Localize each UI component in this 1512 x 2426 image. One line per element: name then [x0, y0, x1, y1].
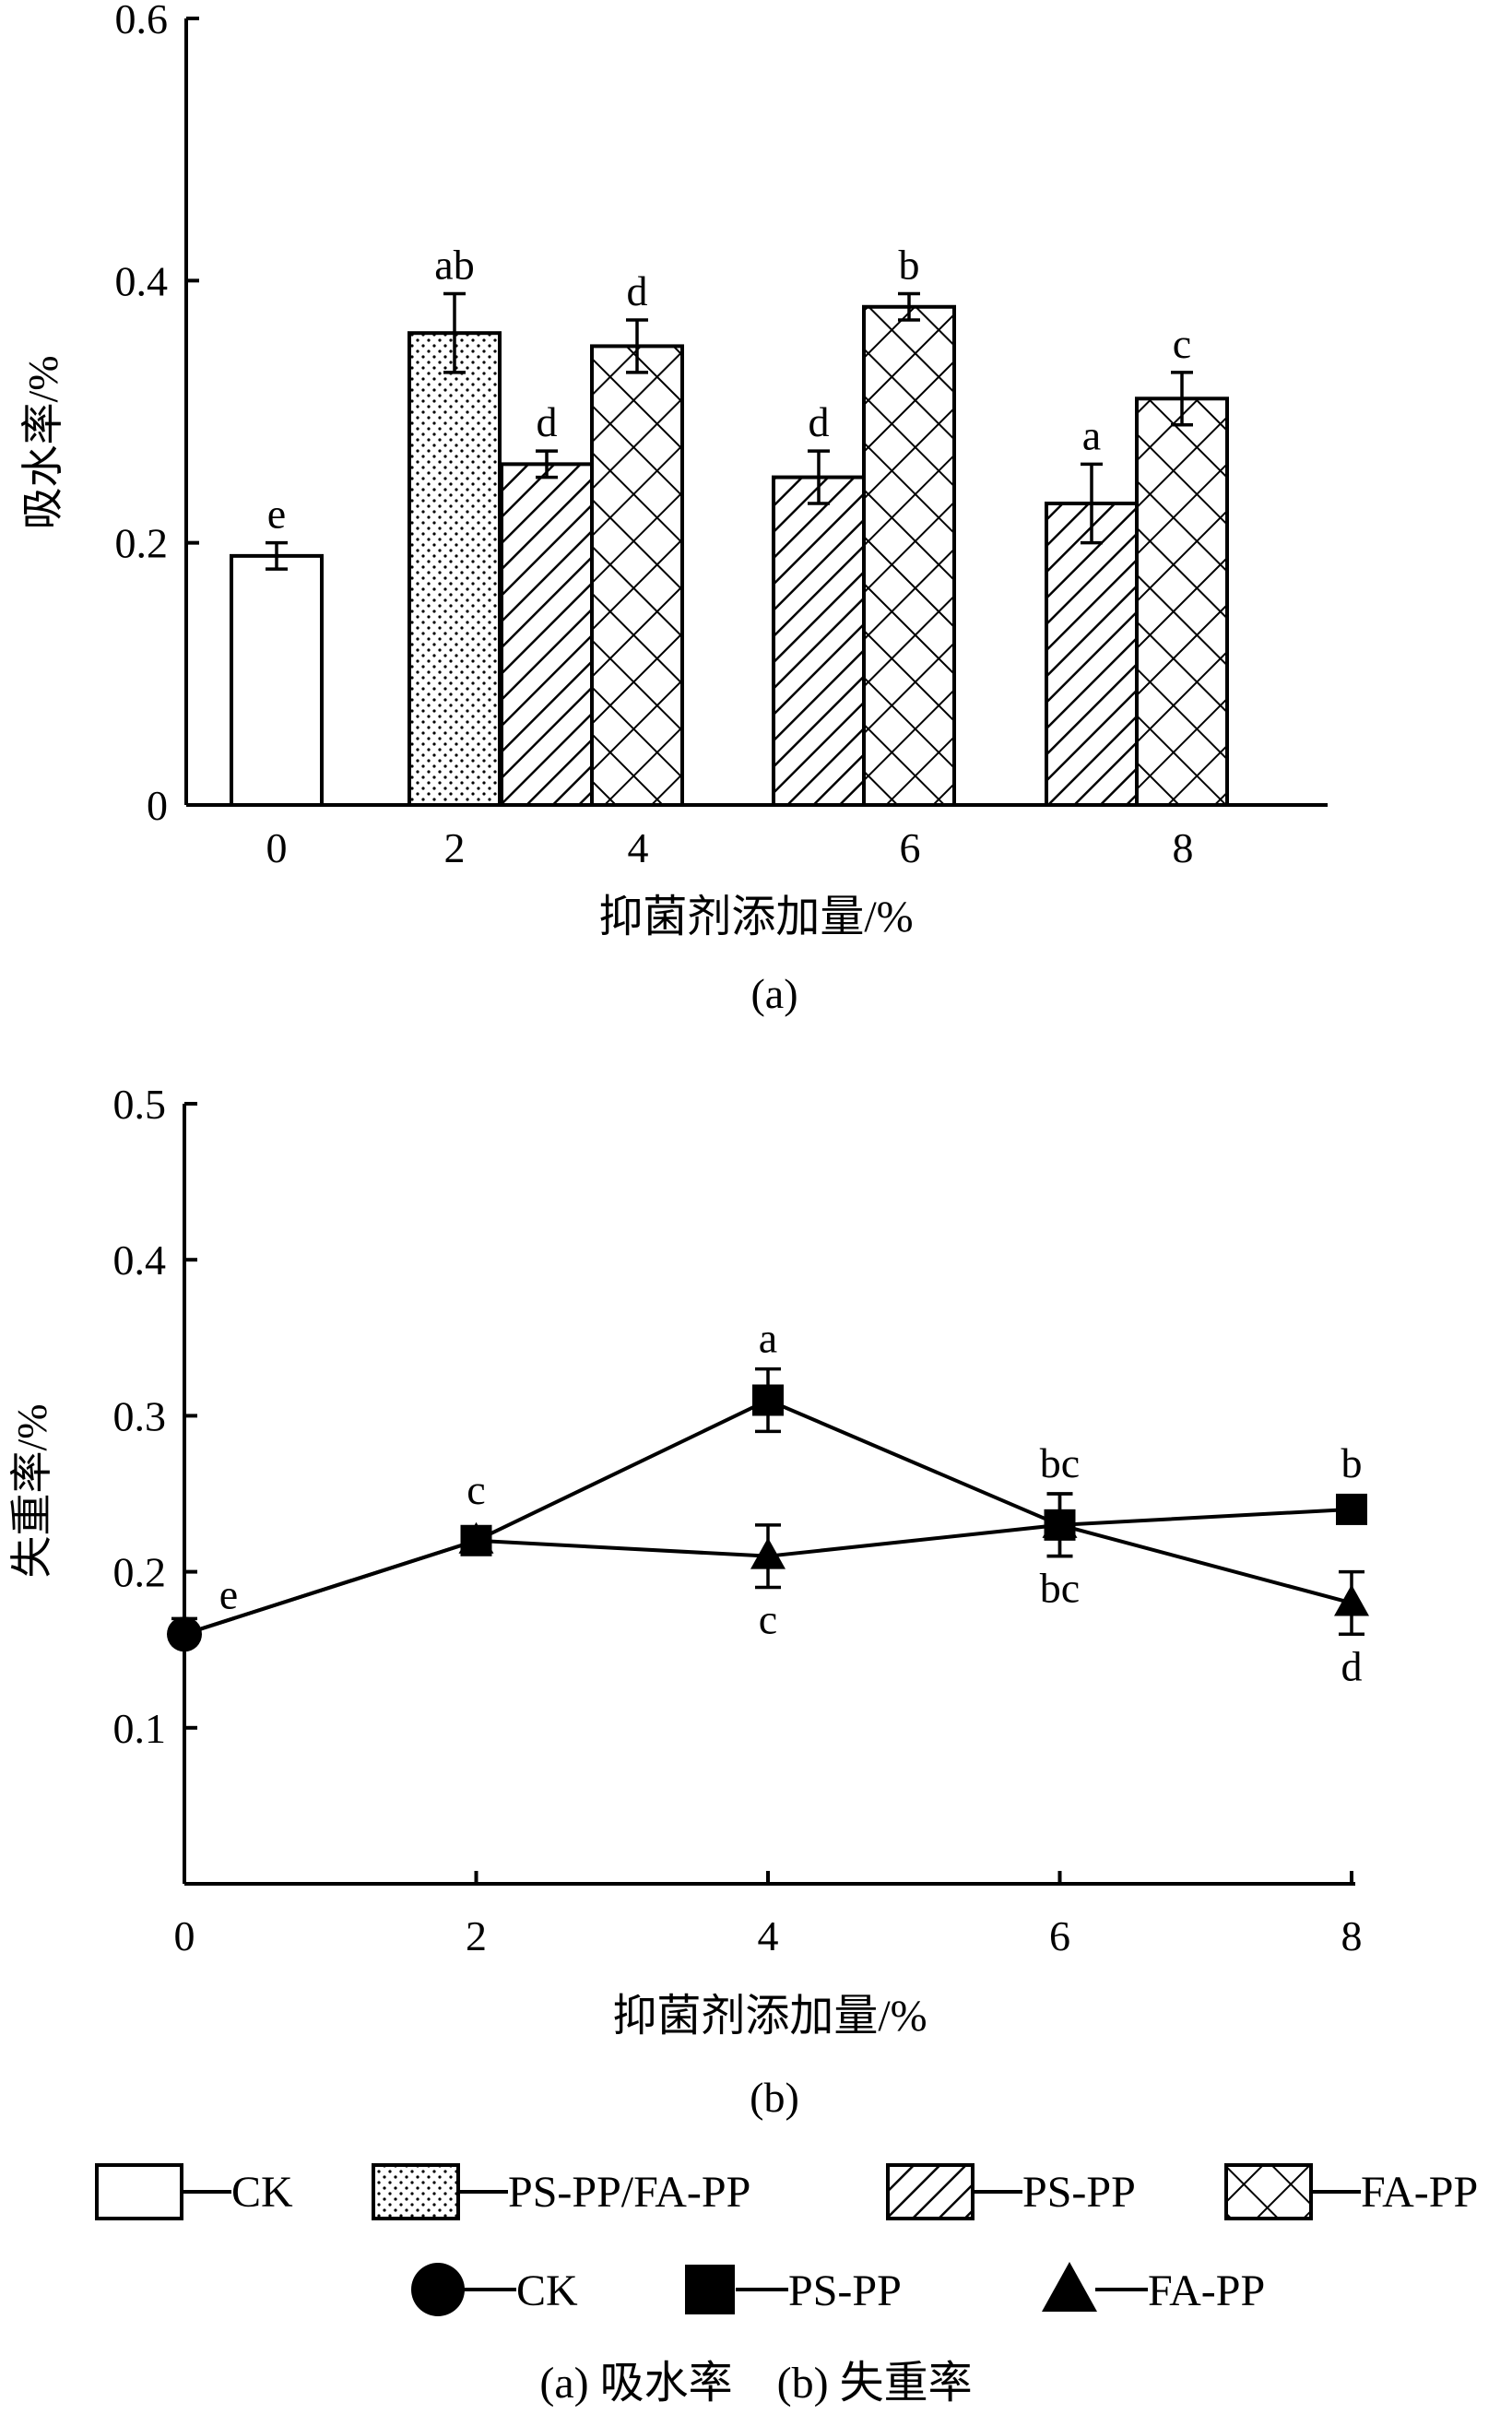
panel-b-y-tick-label: 0.5	[113, 1081, 167, 1128]
panel-a-y-tick-label: 0.2	[115, 520, 169, 567]
marker-triangle-fa-pp	[1042, 1506, 1078, 1538]
significance-label: d	[1341, 1642, 1363, 1689]
bar-legend: CK PS-PP/FA-PP PS-PP FA-PP	[95, 2163, 1478, 2220]
significance-label: b	[899, 242, 920, 289]
significance-label: c	[467, 1466, 485, 1513]
significance-label: a	[759, 1315, 777, 1362]
legend-swatch-fa-pp	[1224, 2163, 1313, 2220]
panel-a-x-tick-label: 2	[444, 824, 466, 871]
panel-a-subfigure-label: (a)	[750, 970, 797, 1017]
panel-a-y-axis-label: 吸水率/%	[19, 355, 66, 529]
legend-swatch-ps-pp	[886, 2163, 975, 2220]
panel-b-x-axis-label: 抑菌剂添加量/%	[612, 1992, 927, 2041]
significance-label: b	[1341, 1439, 1363, 1486]
panel-a-bar-chart: 0 0.2 0.4 0.6 0 2 4 6 8 e ab d d d b a c 抑菌剂添加量/% 吸水率/…	[19, 0, 1328, 1017]
panel-a-x-axis-label: 抑菌剂添加量/%	[598, 893, 913, 941]
panel-a-x-tick-label: 6	[900, 824, 921, 871]
panel-b-y-tick-label: 0.3	[113, 1392, 167, 1439]
significance-label: d	[537, 398, 558, 445]
legend-label: FA-PP	[1148, 2266, 1265, 2315]
bar-ck-0	[230, 553, 324, 808]
bar-ps-pp-fa-pp-2	[408, 331, 502, 807]
legend-marker-triangle	[1042, 2262, 1097, 2312]
bar-fa-pp-8	[1135, 396, 1229, 807]
significance-label: d	[627, 267, 648, 314]
panel-a-x-tick-label: 0	[266, 824, 288, 871]
marker-circle-ck	[167, 1616, 202, 1652]
significance-label: c	[759, 1596, 777, 1643]
panel-a-x-tick-label: 8	[1173, 824, 1194, 871]
marker-square-ps-pp	[1336, 1493, 1367, 1525]
panel-a-x-tick-label: 4	[628, 824, 649, 871]
bar-ps-pp-4	[500, 462, 594, 807]
panel-b-x-tick-label: 0	[174, 1912, 195, 1959]
significance-label: e	[267, 491, 286, 538]
panel-a-y-tick-label: 0	[147, 782, 168, 829]
marker-triangle-fa-pp	[750, 1537, 786, 1569]
legend-label: CK	[231, 2168, 293, 2217]
legend-marker-square	[685, 2265, 735, 2314]
significance-label: ab	[434, 242, 474, 289]
legend-label: PS-PP	[788, 2266, 902, 2315]
significance-label: e	[219, 1570, 238, 1617]
marker-square-ps-pp	[752, 1384, 784, 1416]
legend-swatch-ps-pp-fa-pp	[372, 2163, 460, 2220]
line-legend: CK PS-PP FA-PP	[411, 2262, 1265, 2316]
marker-triangle-fa-pp	[458, 1521, 494, 1554]
panel-b-x-tick-label: 8	[1341, 1912, 1363, 1959]
panel-b-y-tick-label: 0.1	[113, 1705, 167, 1752]
bar-ps-pp-8	[1045, 502, 1139, 807]
panel-b-y-tick-label: 0.2	[113, 1549, 167, 1596]
legend-label: PS-PP	[1022, 2168, 1136, 2217]
bar-fa-pp-6	[862, 304, 956, 807]
legend-label: PS-PP/FA-PP	[508, 2168, 750, 2217]
significance-label: a	[1082, 411, 1101, 458]
panel-b-x-tick-label: 4	[758, 1912, 779, 1959]
legend-swatch-ck	[95, 2163, 183, 2220]
bar-fa-pp-4	[590, 344, 684, 807]
panel-b-y-tick-label: 0.4	[113, 1237, 167, 1284]
panel-b-x-tick-label: 6	[1049, 1912, 1070, 1959]
marker-triangle-fa-pp	[1334, 1584, 1369, 1616]
legend-marker-circle	[411, 2263, 465, 2316]
figure-caption: (a) 吸水率 (b) 失重率	[539, 2359, 972, 2408]
panel-b-x-tick-label: 2	[466, 1912, 487, 1959]
significance-label: c	[1173, 320, 1191, 367]
significance-label: bc	[1040, 1565, 1080, 1612]
bar-ps-pp-6	[772, 475, 866, 807]
significance-label: bc	[1040, 1439, 1080, 1486]
significance-label: d	[809, 398, 830, 445]
panel-b-y-axis-label: 失重率/%	[8, 1403, 55, 1578]
panel-b-subfigure-label: (b)	[750, 2074, 799, 2121]
panel-a-y-tick-label: 0.4	[115, 257, 169, 304]
legend-label: FA-PP	[1361, 2168, 1478, 2217]
panel-a-y-tick-label: 0.6	[115, 0, 169, 42]
legend-label: CK	[516, 2266, 578, 2315]
